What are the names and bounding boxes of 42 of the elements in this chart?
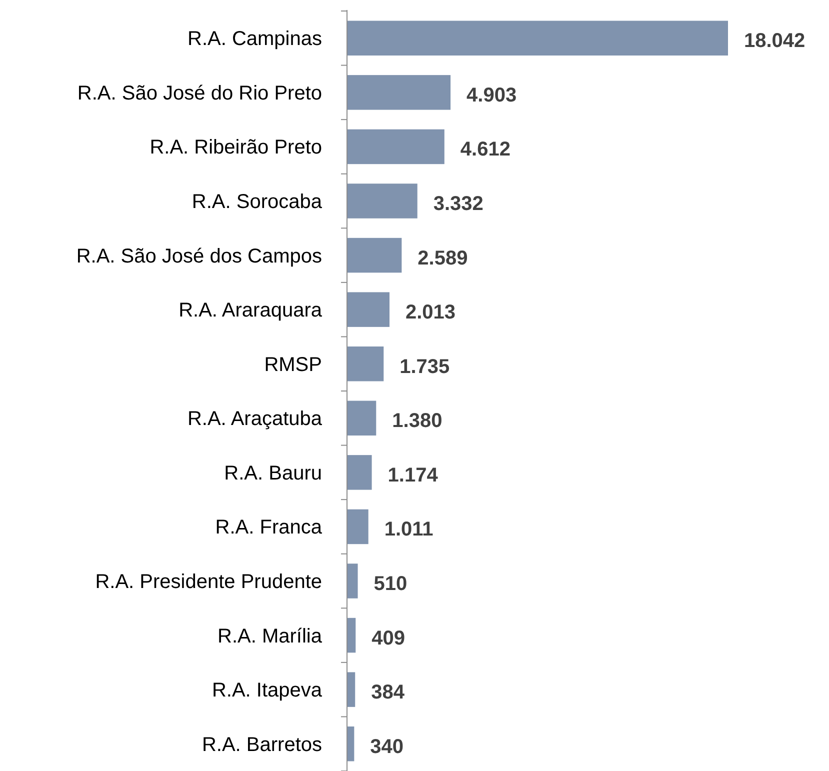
- y-tick-label: R.A. Itapeva: [212, 680, 323, 702]
- data-label: 2.013: [406, 302, 456, 324]
- y-tick-label: R.A. São José dos Campos: [76, 245, 322, 268]
- data-label: 4.903: [466, 84, 517, 106]
- data-label: 409: [372, 627, 406, 650]
- data-label: 1.011: [384, 518, 434, 541]
- y-tick-label: R.A. Ribeirão Preto: [150, 136, 322, 159]
- y-tick-label: RMSP: [264, 354, 322, 376]
- data-label: 1.174: [388, 464, 439, 486]
- data-label: 2.589: [418, 247, 468, 270]
- y-tick-label: R.A. Araraquara: [178, 300, 323, 322]
- y-tick-label: R.A. Barretos: [202, 734, 322, 756]
- y-tick-label: R.A. Araçatuba: [187, 408, 323, 430]
- data-label: 384: [371, 682, 406, 704]
- y-tick-label: R.A. Sorocaba: [192, 191, 323, 213]
- bar: [347, 184, 418, 218]
- bar: [347, 20, 728, 56]
- data-label: 340: [370, 736, 404, 758]
- bar: [347, 564, 358, 598]
- bar: [347, 238, 402, 273]
- y-tick-label: R.A. Presidente Prudente: [95, 571, 322, 593]
- bar: [347, 129, 444, 164]
- y-tick-label: R.A. Marília: [218, 625, 323, 648]
- bar: [347, 726, 354, 762]
- bar: [347, 618, 356, 653]
- data-label: 4.612: [460, 138, 510, 161]
- data-label: 1.380: [392, 410, 442, 432]
- data-label: 3.332: [433, 193, 484, 215]
- data-label: 1.735: [400, 356, 450, 378]
- data-label: 510: [374, 573, 408, 595]
- bar: [347, 672, 356, 707]
- bar: [347, 75, 451, 110]
- bar: [347, 346, 384, 382]
- bar: [347, 292, 390, 327]
- bar: [347, 509, 368, 544]
- y-tick-label: R.A. Bauru: [224, 462, 322, 484]
- bar: [347, 400, 376, 436]
- bar: [347, 455, 372, 490]
- y-tick-label: R.A. São José do Rio Preto: [77, 82, 322, 104]
- data-label: 18.042: [744, 30, 806, 52]
- y-tick-label: R.A. Franca: [215, 516, 323, 539]
- y-tick-label: R.A. Campinas: [188, 28, 322, 50]
